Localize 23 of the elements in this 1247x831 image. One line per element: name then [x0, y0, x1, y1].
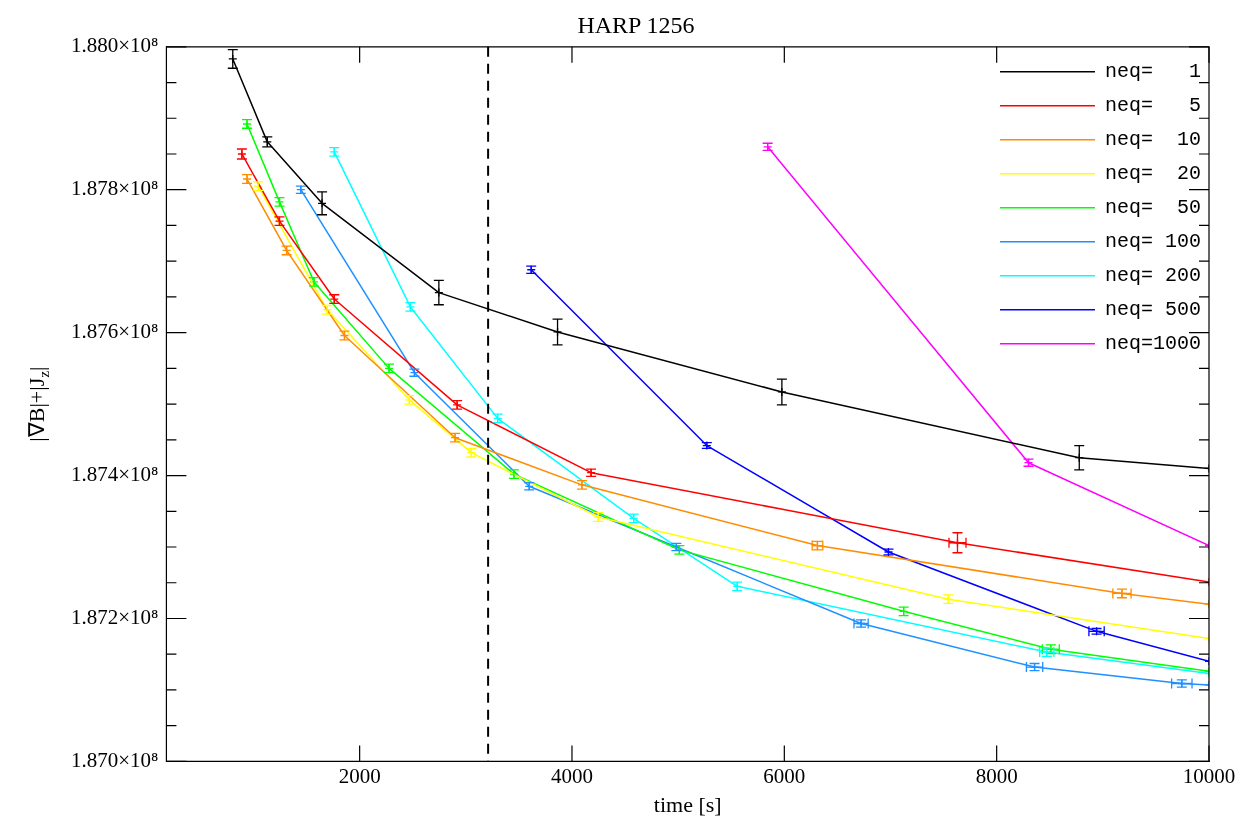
- legend-label: neq=1000: [1104, 332, 1201, 356]
- x-axis-title: time [s]: [653, 791, 722, 817]
- legend-label: neq= 100: [1104, 230, 1201, 254]
- x-tick-label: 6000: [763, 763, 806, 788]
- legend-label: neq= 20: [1104, 162, 1201, 186]
- y-tick-label: 1.878×10⁸: [70, 176, 159, 201]
- legend-label: neq= 10: [1104, 128, 1201, 152]
- y-axis-title: |∇B|+|Jz|: [23, 366, 52, 442]
- x-tick-label: 4000: [550, 763, 593, 788]
- legend-label: neq= 500: [1104, 298, 1201, 322]
- x-tick-label: 8000: [975, 763, 1018, 788]
- chart-title: HARP 1256: [577, 11, 695, 38]
- legend-label: neq= 50: [1104, 196, 1201, 220]
- x-tick-label: 10000: [1182, 763, 1236, 788]
- y-tick-label: 1.876×10⁸: [70, 319, 159, 344]
- x-tick-label: 2000: [338, 763, 381, 788]
- legend-label: neq= 5: [1104, 94, 1201, 118]
- y-tick-label: 1.874×10⁸: [70, 462, 159, 487]
- y-tick-label: 1.880×10⁸: [70, 33, 159, 58]
- legend-label: neq= 200: [1104, 264, 1201, 288]
- legend-label: neq= 1: [1104, 60, 1201, 84]
- y-tick-label: 1.870×10⁸: [70, 747, 159, 772]
- y-tick-label: 1.872×10⁸: [70, 605, 159, 629]
